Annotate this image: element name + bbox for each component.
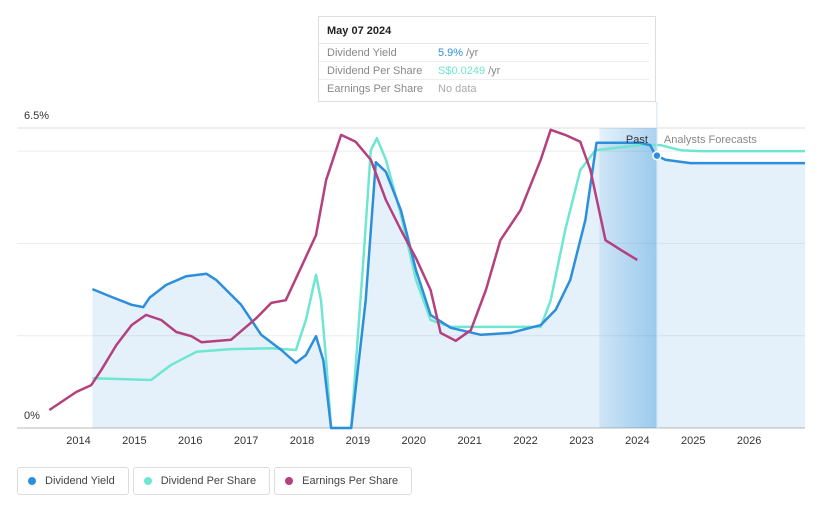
tooltip-label: Dividend Yield bbox=[327, 46, 397, 59]
x-tick-label: 2025 bbox=[681, 435, 705, 447]
legend: Dividend Yield Dividend Per Share Earnings… bbox=[17, 467, 413, 495]
series-layer bbox=[48, 128, 805, 430]
tooltip-value: 5.9% bbox=[438, 46, 464, 59]
tooltip-value: No data bbox=[438, 82, 477, 95]
tooltip-unit: /yr bbox=[488, 64, 501, 77]
y-tick-label: 0% bbox=[24, 410, 40, 422]
legend-swatch bbox=[28, 477, 36, 485]
past-band bbox=[599, 128, 657, 428]
tooltip: May 07 2024 Dividend Yield 5.9%/yr Dividen… bbox=[318, 16, 656, 102]
legend-item[interactable]: Dividend Per Share bbox=[132, 467, 271, 495]
series-line bbox=[91, 141, 805, 430]
series-line bbox=[48, 128, 638, 412]
x-tick-label: 2014 bbox=[66, 435, 90, 447]
tooltip-date: May 07 2024 bbox=[319, 17, 649, 44]
tooltip-row: Earnings Per Share No data bbox=[319, 80, 649, 97]
tooltip-label: Dividend Per Share bbox=[327, 64, 423, 77]
x-tick-label: 2023 bbox=[569, 435, 593, 447]
legend-item[interactable]: Earnings Per Share bbox=[274, 467, 413, 495]
tooltip-row: Dividend Yield 5.9%/yr bbox=[319, 44, 649, 62]
legend-swatch bbox=[285, 477, 294, 485]
tooltip-label: Earnings Per Share bbox=[327, 82, 423, 95]
x-tick-label: 2022 bbox=[513, 435, 537, 447]
legend-label: Dividend Per Share bbox=[160, 475, 257, 487]
label-layer: 0% 6.5% 2014 2015 2016 2017 2018 2019 2020 2021 20… bbox=[24, 102, 761, 447]
x-tick-label: 2020 bbox=[402, 435, 426, 447]
x-tick-label: 2016 bbox=[178, 435, 202, 447]
x-tick-label: 2021 bbox=[457, 435, 481, 447]
forecast-label: Analysts Forecasts bbox=[664, 134, 757, 146]
area bbox=[92, 142, 805, 429]
past-label: Past bbox=[626, 134, 648, 146]
tooltip-unit: /yr bbox=[466, 46, 479, 59]
cursor-dot bbox=[652, 150, 662, 161]
x-tick-label: 2017 bbox=[234, 435, 258, 447]
legend-item[interactable]: Dividend Yield bbox=[17, 467, 129, 495]
x-tick-label: 2026 bbox=[737, 435, 761, 447]
background-layer bbox=[17, 127, 805, 429]
tooltip-value: S$0.0249 bbox=[438, 64, 486, 77]
tooltip-row: Dividend Per Share S$0.0249/yr bbox=[319, 62, 649, 80]
y-tick-label: 6.5% bbox=[24, 110, 49, 122]
x-tick-label: 2019 bbox=[346, 435, 370, 447]
x-tick-label: 2018 bbox=[290, 435, 314, 447]
x-tick-label: 2015 bbox=[122, 435, 146, 447]
legend-swatch bbox=[143, 477, 152, 485]
legend-label: Dividend Yield bbox=[45, 475, 115, 487]
legend-label: Earnings Per Share bbox=[302, 475, 399, 487]
x-tick-label: 2024 bbox=[625, 435, 649, 447]
